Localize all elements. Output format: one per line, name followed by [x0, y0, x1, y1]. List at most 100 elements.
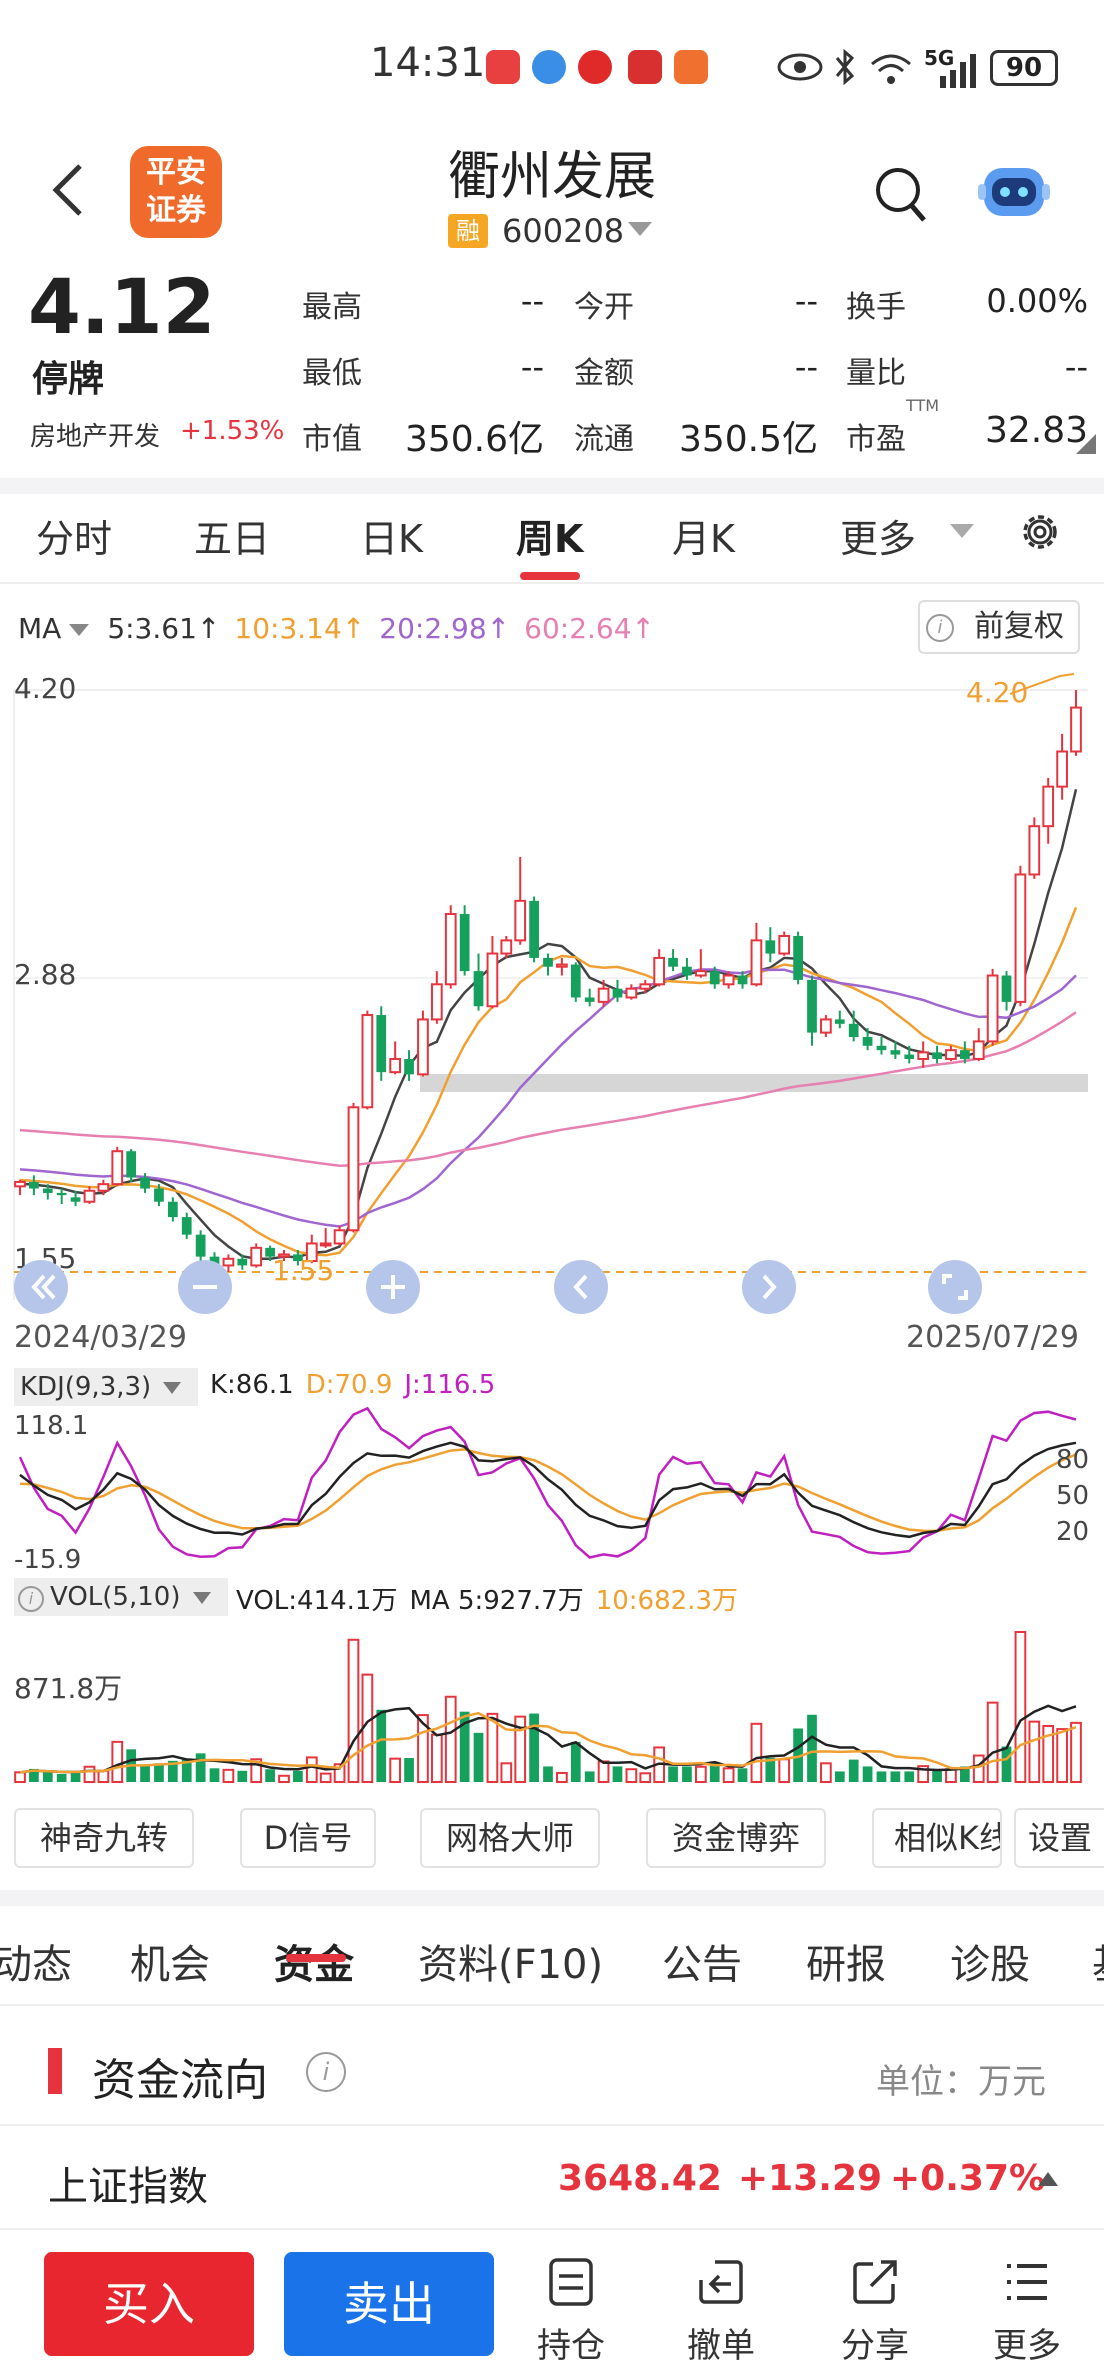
- volume-bar: [56, 1773, 67, 1782]
- index-change: +13.29: [738, 2158, 883, 2199]
- candle-body: [514, 899, 527, 942]
- tab-weekly-k[interactable]: 周K: [516, 517, 584, 561]
- stock-code[interactable]: 600208: [502, 212, 625, 250]
- volume-ratio-value: --: [1064, 348, 1088, 386]
- volume-bar: [820, 1762, 832, 1784]
- volume-bar: [29, 1768, 39, 1782]
- tab-news[interactable]: 动态: [0, 1942, 72, 1988]
- corner-expand-icon[interactable]: [1076, 434, 1096, 454]
- tool-fund-game[interactable]: 资金博弈: [646, 1808, 826, 1868]
- buy-button[interactable]: 买入: [44, 2252, 254, 2356]
- cancel-order-button[interactable]: 撤单: [666, 2256, 776, 2367]
- tab-research[interactable]: 研报: [806, 1942, 886, 1988]
- zoom-in-button[interactable]: [366, 1260, 420, 1314]
- tab-divider: [0, 582, 1104, 584]
- candle-body: [389, 1057, 402, 1074]
- tool-magic-nine[interactable]: 神奇九转: [14, 1808, 194, 1868]
- search-icon[interactable]: [872, 164, 928, 224]
- tab-more[interactable]: 更多: [840, 517, 917, 561]
- tab-diagnosis[interactable]: 诊股: [950, 1942, 1030, 1988]
- tool-similar-k[interactable]: 相似K线: [872, 1808, 1002, 1868]
- candle-body: [1001, 975, 1012, 1002]
- scroll-left-fast-button[interactable]: [14, 1260, 68, 1314]
- trading-status: 停牌: [32, 359, 105, 400]
- fund-flow-title: 资金流向: [92, 2055, 268, 2106]
- volume-bar: [209, 1768, 220, 1782]
- tab-daily-k[interactable]: 日K: [360, 517, 423, 561]
- volume-bar: [1056, 1728, 1068, 1783]
- candle-body: [361, 1014, 374, 1109]
- volume-bar: [793, 1728, 803, 1782]
- sector-name[interactable]: 房地产开发: [30, 422, 161, 452]
- amount-value: --: [794, 348, 818, 386]
- volume-bar: [1028, 1720, 1041, 1783]
- volume-bar: [514, 1715, 527, 1783]
- volume-bar: [945, 1768, 957, 1783]
- tab-fundamentals[interactable]: 基: [1092, 1932, 1104, 1990]
- ma-lines: [19, 789, 1078, 1261]
- sell-button[interactable]: 卖出: [284, 2252, 494, 2356]
- eye-icon: [777, 53, 823, 81]
- candle-body: [904, 1054, 915, 1059]
- info-icon[interactable]: i: [18, 1586, 44, 1612]
- kdj-selector[interactable]: KDJ(9,3,3): [14, 1368, 198, 1406]
- kdj-k: K:86.1: [210, 1370, 294, 1400]
- kline-chart[interactable]: 4.20 4.20 2.88 1.55 1.55: [0, 660, 1104, 1320]
- candle-body: [682, 966, 692, 976]
- scroll-right-button[interactable]: [742, 1260, 796, 1314]
- high-annotation: 4.20: [966, 676, 1028, 709]
- tab-opportunity[interactable]: 机会: [130, 1942, 210, 1988]
- tool-grid-master[interactable]: 网格大师: [420, 1808, 600, 1868]
- ma20-line: [19, 968, 1077, 1228]
- zoom-out-button[interactable]: [178, 1260, 232, 1314]
- candle-body: [653, 956, 666, 986]
- index-name[interactable]: 上证指数: [48, 2164, 208, 2210]
- back-arrow-icon[interactable]: [48, 160, 88, 220]
- tab-f10[interactable]: 资料(F10): [418, 1942, 604, 1988]
- candle-body: [333, 1229, 346, 1245]
- volume-bar: [167, 1760, 178, 1782]
- positions-button[interactable]: 持仓: [516, 2256, 626, 2367]
- vol-selector[interactable]: VOL(5,10): [14, 1578, 228, 1616]
- chevron-down-icon[interactable]: [628, 222, 652, 236]
- volume-bar: [500, 1762, 513, 1784]
- adjust-button[interactable]: 前复权: [918, 600, 1080, 654]
- tab-intraday[interactable]: 分时: [36, 517, 113, 561]
- tool-d-signal[interactable]: D信号: [240, 1808, 376, 1868]
- chevron-down-icon[interactable]: [163, 1381, 182, 1394]
- candle-body: [570, 964, 581, 998]
- netease-app-icon: [578, 50, 612, 84]
- ma-legend[interactable]: MA 5:3.61↑ 10:3.14↑ 20:2.98↑ 60:2.64↑: [18, 612, 669, 645]
- gear-icon[interactable]: [1016, 508, 1064, 556]
- share-button[interactable]: 分享: [820, 2256, 930, 2367]
- chevron-down-icon[interactable]: [69, 624, 90, 636]
- volume-bar: [862, 1766, 873, 1782]
- info-icon[interactable]: i: [926, 614, 954, 642]
- turnover-value: 0.00%: [986, 282, 1088, 320]
- kdj-chart[interactable]: 118.1 -15.9 80 50 20: [0, 1404, 1104, 1572]
- chevron-down-icon[interactable]: [192, 1591, 211, 1604]
- tab-monthly-k[interactable]: 月K: [672, 517, 735, 561]
- candle-body: [126, 1151, 137, 1178]
- volume-bar: [42, 1772, 53, 1782]
- more-button[interactable]: 更多: [972, 2256, 1082, 2367]
- volume-bar: [404, 1758, 414, 1782]
- volume-chart[interactable]: 871.8万: [0, 1618, 1104, 1786]
- volume-bar: [737, 1768, 748, 1782]
- tab-announcements[interactable]: 公告: [662, 1942, 742, 1988]
- volume-bar: [570, 1741, 581, 1782]
- market-cap-label: 市值: [302, 422, 362, 457]
- tool-settings[interactable]: 设置: [1014, 1808, 1104, 1868]
- vol-current: VOL:414.1万: [236, 1586, 398, 1616]
- ai-assistant-icon[interactable]: [976, 156, 1052, 222]
- fullscreen-button[interactable]: [928, 1260, 982, 1314]
- chevron-up-icon[interactable]: [1038, 2172, 1058, 2186]
- sector-change[interactable]: +1.53%: [180, 416, 285, 446]
- info-icon[interactable]: i: [306, 2052, 346, 2092]
- bluetooth-icon: [835, 48, 855, 86]
- tab-five-day[interactable]: 五日: [194, 517, 271, 561]
- tab-funds[interactable]: 资金: [274, 1942, 354, 1988]
- scroll-left-button[interactable]: [554, 1260, 608, 1314]
- chevron-down-icon[interactable]: [950, 524, 974, 538]
- signal-icon: [940, 54, 976, 88]
